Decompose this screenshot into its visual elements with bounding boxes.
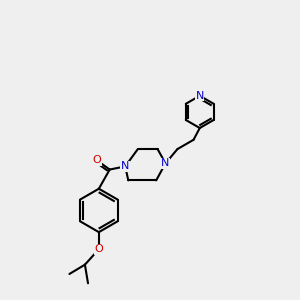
Text: N: N: [121, 161, 129, 171]
Text: O: O: [92, 155, 101, 165]
Text: N: N: [161, 158, 170, 168]
Text: O: O: [94, 244, 103, 254]
Text: N: N: [196, 91, 204, 101]
